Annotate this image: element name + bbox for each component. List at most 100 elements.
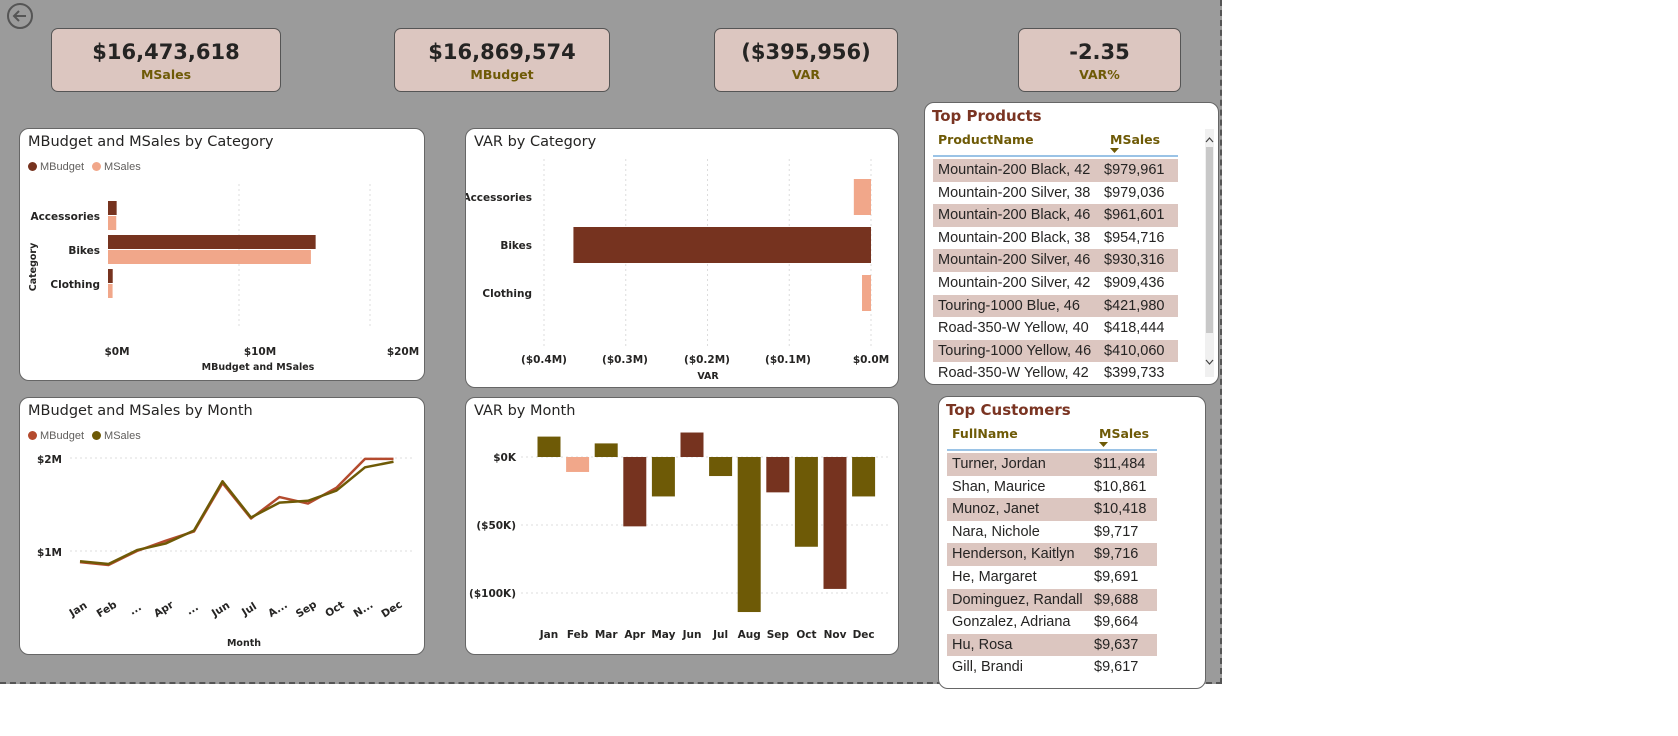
x-tick-label: Dec [379,599,404,621]
chart-title: VAR by Month [474,403,576,419]
cell-name: Munoz, Janet [952,501,1040,518]
x-tick-label: Sep [767,629,790,641]
sort-descending-icon [1110,148,1119,153]
bar-var-bikes[interactable] [573,227,871,263]
x-axis-label: MBudget and MSales [202,362,315,373]
bar-var-feb[interactable] [566,457,590,472]
table-row[interactable]: Mountain-200 Silver, 38 $979,036 [933,182,1178,205]
bar-var-mar[interactable] [594,443,618,457]
bar-var-may[interactable] [651,457,675,497]
table-row[interactable]: Hu, Rosa $9,637 [947,633,1157,657]
line-series-msales[interactable] [79,460,394,566]
cell-msales: $410,060 [1104,342,1165,359]
bar-mbudget-clothing[interactable] [108,269,113,283]
chart-title: MBudget and MSales by Category [28,134,274,150]
legend-item-mbudget[interactable]: MBudget [28,430,84,442]
bar-msales-bikes[interactable] [108,250,311,264]
table-row[interactable]: Turner, Jordan $11,484 [947,453,1157,476]
cell-msales: $418,444 [1104,320,1165,337]
bar-mbudget-bikes[interactable] [108,235,316,249]
kpi-card-var-pct: -2.35 VAR% [1018,28,1181,92]
chart-card-var-by-category[interactable]: VAR by Category VAR ($0.4M) ($0.3M) ($0.… [465,128,899,388]
chart-card-budget-sales-by-category[interactable]: MBudget and MSales by Category MBudget M… [19,128,425,381]
cell-msales: $421,980 [1104,297,1165,314]
table-row[interactable]: Gonzalez, Adriana $9,664 [947,611,1157,634]
table-row[interactable]: Touring-1000 Blue, 46 $421,980 [933,294,1178,318]
x-tick-label: Apr [152,598,177,620]
table-row[interactable]: Mountain-200 Silver, 42 $909,436 [933,272,1178,295]
x-tick-label: N... [351,599,375,620]
x-tick-label: Jun [682,629,702,641]
table-row[interactable]: Dominguez, Randall $9,688 [947,588,1157,612]
column-header-fullname[interactable]: FullName [952,426,1018,441]
bar-var-accessories[interactable] [853,179,871,215]
cell-msales: $10,861 [1094,478,1147,495]
table-row[interactable]: Gill, Brandi $9,617 [947,656,1157,679]
table-row[interactable]: Touring-1000 Yellow, 46 $410,060 [933,339,1178,363]
chevron-up-icon[interactable] [1205,137,1214,143]
column-header-productname[interactable]: ProductName [938,132,1034,147]
y-tick-label: Accessories [466,192,532,204]
table-row[interactable]: Mountain-200 Black, 42 $979,961 [933,159,1178,182]
back-arrow-icon[interactable] [6,2,34,30]
chevron-down-icon[interactable] [1205,359,1214,365]
x-tick-label: $0.0M [853,354,889,366]
x-tick-label: Apr [624,629,646,641]
bar-var-sep[interactable] [766,457,790,493]
legend-item-mbudget[interactable]: MBudget [28,161,84,173]
x-tick-label: ($0.4M) [521,354,567,366]
bar-var-aug[interactable] [737,457,761,613]
table-row[interactable]: Munoz, Janet $10,418 [947,498,1157,521]
bar-msales-clothing[interactable] [108,284,113,298]
table-row[interactable]: Road-350-W Yellow, 40 $418,444 [933,317,1178,340]
column-header-msales[interactable]: MSales [1110,132,1161,147]
cell-name: Mountain-200 Silver, 38 [938,184,1091,201]
chart-card-budget-sales-by-month[interactable]: MBudget and MSales by Month MBudget MSal… [19,397,425,655]
column-header-msales[interactable]: MSales [1099,426,1150,441]
legend-item-msales[interactable]: MSales [92,430,141,442]
bar-var-apr[interactable] [623,457,647,527]
kpi-card-var: ($395,956) VAR [714,28,898,92]
bar-var-nov[interactable] [823,457,847,589]
table-row[interactable]: Nara, Nichole $9,717 [947,521,1157,544]
bar-mbudget-accessories[interactable] [108,201,117,215]
bar-var-jul[interactable] [709,457,733,477]
cell-msales: $9,691 [1094,568,1139,585]
y-tick-label: ($50K) [476,520,516,532]
table-top-customers[interactable]: Top Customers FullName MSales Turner, Jo… [938,396,1206,689]
chart-title: MBudget and MSales by Month [28,403,253,419]
table-row[interactable]: Mountain-200 Black, 46 $961,601 [933,204,1178,227]
legend-swatch [92,162,102,171]
table-title: Top Customers [946,401,1071,419]
table-row[interactable]: Henderson, Kaitlyn $9,716 [947,543,1157,566]
y-tick-label: $0K [493,452,517,464]
legend-item-msales[interactable]: MSales [92,161,141,173]
scrollbar-thumb[interactable] [1206,147,1213,333]
table-row[interactable]: Mountain-200 Black, 38 $954,716 [933,227,1178,250]
chart-legend: MBudget MSales [28,430,141,442]
cell-name: Shan, Maurice [952,478,1046,495]
cell-msales: $979,961 [1104,162,1165,178]
table-top-products[interactable]: Top Products ProductName MSales Mountain… [924,102,1219,385]
kpi-value: ($395,956) [741,40,871,64]
vertical-scrollbar[interactable] [1205,129,1214,377]
table-row[interactable]: Shan, Maurice $10,861 [947,476,1157,499]
cell-name: Turner, Jordan [952,456,1046,472]
cell-name: Mountain-200 Silver, 46 [938,252,1091,269]
cell-msales: $9,664 [1094,614,1139,631]
bar-var-jun[interactable] [680,432,704,457]
table-row[interactable]: He, Margaret $9,691 [947,566,1157,589]
line-chart: $2M $1M Month Jan Feb... Apr... Jun Jul A... S… [37,454,412,649]
table-row[interactable]: Mountain-200 Silver, 46 $930,316 [933,249,1178,272]
bar-var-jan[interactable] [537,436,561,457]
cell-msales: $961,601 [1104,207,1165,224]
line-series-mbudget[interactable] [79,457,394,567]
bar-var-oct[interactable] [794,457,818,547]
x-tick-label: $20M [387,346,419,358]
table-row[interactable]: Road-350-W Yellow, 42 $399,733 [933,362,1178,384]
bar-var-clothing[interactable] [862,275,871,311]
bar-chart: VAR ($0.4M) ($0.3M) ($0.2M) ($0.1M) $0.0… [466,159,889,382]
bar-msales-accessories[interactable] [108,216,117,230]
bar-var-dec[interactable] [852,457,876,497]
chart-card-var-by-month[interactable]: VAR by Month $0K ($50K) ($100K) Jan Feb Ma… [465,397,899,655]
